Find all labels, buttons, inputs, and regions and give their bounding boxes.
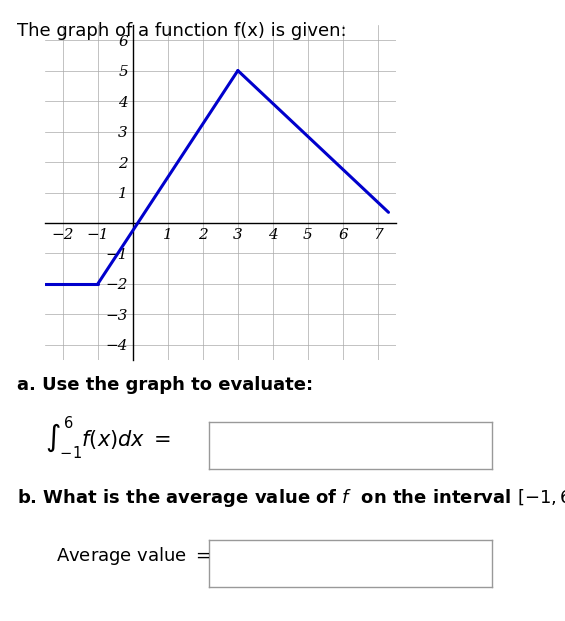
Text: b. What is the average value of $f$  on the interval $[-1, 6]$ ?: b. What is the average value of $f$ on t… xyxy=(17,487,565,509)
Text: The graph of a function f(x) is given:: The graph of a function f(x) is given: xyxy=(17,22,346,40)
Text: $\int_{-1}^{6} f(x)dx\ =$: $\int_{-1}^{6} f(x)dx\ =$ xyxy=(45,414,172,461)
Text: a. Use the graph to evaluate:: a. Use the graph to evaluate: xyxy=(17,376,313,394)
Text: Average value $=$: Average value $=$ xyxy=(56,545,211,567)
